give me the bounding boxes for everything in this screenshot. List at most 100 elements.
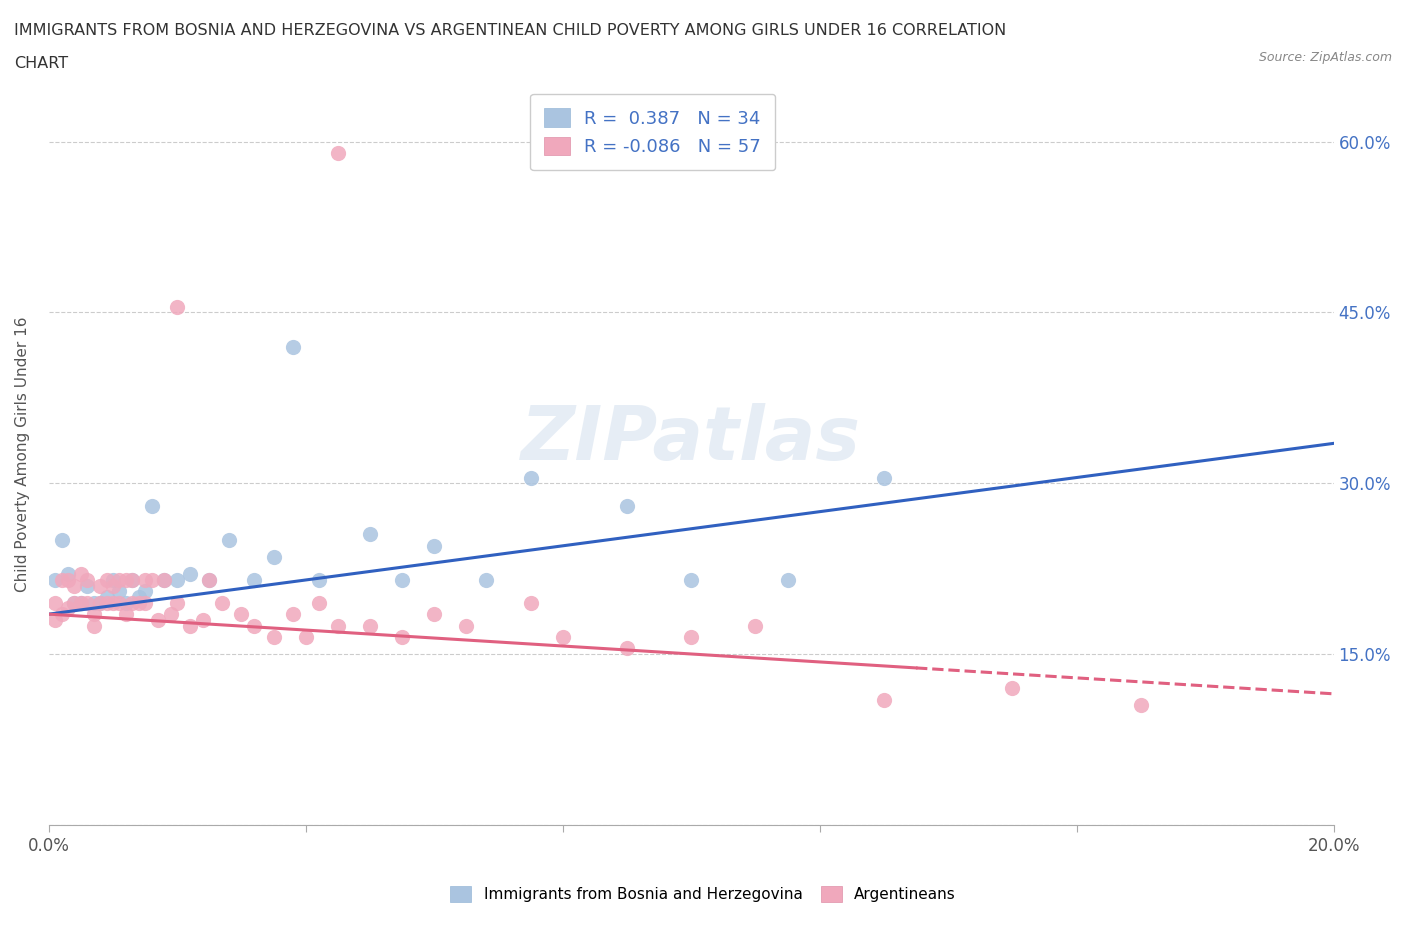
Y-axis label: Child Poverty Among Girls Under 16: Child Poverty Among Girls Under 16 bbox=[15, 317, 30, 592]
Point bbox=[101, 573, 124, 588]
Point bbox=[76, 595, 98, 610]
Point bbox=[141, 573, 163, 588]
Point bbox=[191, 612, 214, 627]
Point bbox=[873, 692, 896, 707]
Point bbox=[96, 573, 118, 588]
Legend: Immigrants from Bosnia and Herzegovina, Argentineans: Immigrants from Bosnia and Herzegovina, … bbox=[444, 880, 962, 909]
Text: Source: ZipAtlas.com: Source: ZipAtlas.com bbox=[1258, 51, 1392, 64]
Text: CHART: CHART bbox=[14, 56, 67, 71]
Point bbox=[326, 146, 349, 161]
Point bbox=[474, 573, 496, 588]
Text: IMMIGRANTS FROM BOSNIA AND HERZEGOVINA VS ARGENTINEAN CHILD POVERTY AMONG GIRLS : IMMIGRANTS FROM BOSNIA AND HERZEGOVINA V… bbox=[14, 23, 1007, 38]
Point bbox=[616, 498, 638, 513]
Point bbox=[616, 641, 638, 656]
Legend: R =  0.387   N = 34, R = -0.086   N = 57: R = 0.387 N = 34, R = -0.086 N = 57 bbox=[530, 94, 775, 170]
Point bbox=[1129, 698, 1152, 712]
Point bbox=[108, 595, 131, 610]
Point bbox=[263, 550, 285, 565]
Point bbox=[101, 578, 124, 593]
Point bbox=[423, 538, 446, 553]
Point bbox=[326, 618, 349, 633]
Point bbox=[44, 595, 66, 610]
Point bbox=[153, 573, 176, 588]
Point bbox=[56, 567, 79, 582]
Point bbox=[1001, 681, 1024, 696]
Point bbox=[83, 618, 105, 633]
Point bbox=[141, 498, 163, 513]
Point bbox=[243, 618, 266, 633]
Point bbox=[166, 595, 188, 610]
Point bbox=[44, 573, 66, 588]
Point bbox=[551, 630, 574, 644]
Point bbox=[56, 601, 79, 616]
Point bbox=[70, 595, 93, 610]
Point bbox=[308, 573, 330, 588]
Point bbox=[128, 595, 150, 610]
Point bbox=[115, 573, 138, 588]
Point bbox=[134, 584, 156, 599]
Point bbox=[108, 584, 131, 599]
Point bbox=[166, 573, 188, 588]
Point bbox=[519, 470, 541, 485]
Point bbox=[83, 595, 105, 610]
Point bbox=[96, 595, 118, 610]
Point bbox=[243, 573, 266, 588]
Point bbox=[519, 595, 541, 610]
Point bbox=[681, 573, 703, 588]
Point bbox=[83, 606, 105, 621]
Point bbox=[153, 573, 176, 588]
Point bbox=[198, 573, 221, 588]
Point bbox=[56, 573, 79, 588]
Point bbox=[44, 612, 66, 627]
Point bbox=[179, 567, 201, 582]
Point bbox=[70, 567, 93, 582]
Point bbox=[198, 573, 221, 588]
Point bbox=[115, 606, 138, 621]
Point bbox=[391, 630, 413, 644]
Point bbox=[63, 578, 86, 593]
Point bbox=[159, 606, 181, 621]
Point bbox=[76, 578, 98, 593]
Point bbox=[89, 578, 111, 593]
Point bbox=[281, 606, 304, 621]
Point bbox=[134, 573, 156, 588]
Point bbox=[166, 299, 188, 314]
Point bbox=[391, 573, 413, 588]
Point bbox=[423, 606, 446, 621]
Point bbox=[873, 470, 896, 485]
Point bbox=[179, 618, 201, 633]
Point bbox=[211, 595, 233, 610]
Point bbox=[115, 595, 138, 610]
Point bbox=[134, 595, 156, 610]
Point bbox=[359, 527, 381, 542]
Point bbox=[63, 595, 86, 610]
Point bbox=[89, 595, 111, 610]
Point bbox=[121, 573, 143, 588]
Point bbox=[218, 533, 240, 548]
Point bbox=[294, 630, 316, 644]
Point bbox=[128, 590, 150, 604]
Point bbox=[281, 339, 304, 354]
Point bbox=[359, 618, 381, 633]
Point bbox=[308, 595, 330, 610]
Point bbox=[744, 618, 766, 633]
Point bbox=[51, 533, 73, 548]
Point bbox=[96, 590, 118, 604]
Point bbox=[776, 573, 799, 588]
Point bbox=[51, 606, 73, 621]
Point bbox=[76, 573, 98, 588]
Point bbox=[681, 630, 703, 644]
Point bbox=[51, 573, 73, 588]
Point bbox=[456, 618, 478, 633]
Point bbox=[101, 595, 124, 610]
Point bbox=[231, 606, 253, 621]
Point bbox=[121, 595, 143, 610]
Point bbox=[121, 573, 143, 588]
Point bbox=[263, 630, 285, 644]
Point bbox=[63, 595, 86, 610]
Text: ZIPatlas: ZIPatlas bbox=[522, 404, 862, 476]
Point bbox=[89, 595, 111, 610]
Point bbox=[146, 612, 169, 627]
Point bbox=[108, 573, 131, 588]
Point bbox=[70, 595, 93, 610]
